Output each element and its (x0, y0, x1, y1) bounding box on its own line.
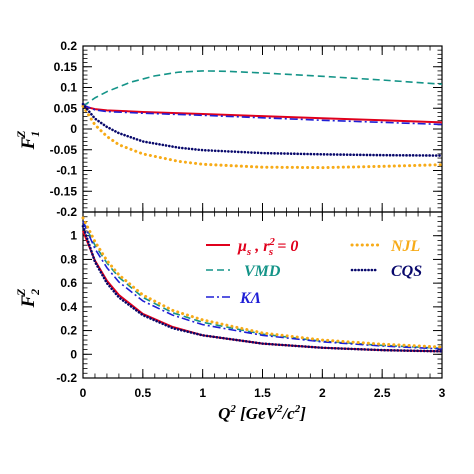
y-axis-title-bottom: F2Z (14, 288, 42, 309)
y-axis-title-bottom-base: F (18, 295, 39, 309)
x-axis-title: Q2 [GeV2/c2] (218, 403, 306, 423)
x-axis-title-unit-sup1: 2 (276, 403, 283, 415)
legend: μs , r2 s = 0 VMD KΛ NJL CQS (206, 236, 422, 307)
series-line-klambda-panel-1 (82, 104, 443, 126)
y-tick-label: -0.2 (56, 205, 77, 219)
y-tick-label: 0.15 (54, 60, 78, 74)
series-line-njl-panel-1 (81, 104, 444, 170)
x-tick-label: 2 (319, 386, 326, 400)
legend-r-sub: s (268, 246, 273, 258)
y-axis-title-top-sup: Z (14, 130, 28, 139)
legend-mu-sub: s (246, 246, 251, 258)
y-axis-title-top-base: F (18, 137, 39, 151)
legend-mu-symbol: μ (237, 238, 247, 255)
y-tick-label: 1 (70, 229, 77, 243)
legend-label-cqs: CQS (391, 263, 422, 280)
x-tick-label: 1.5 (254, 386, 271, 400)
x-tick-label: 1 (199, 386, 206, 400)
axis-ticks (82, 45, 443, 379)
top-panel-frame (82, 45, 443, 213)
series-line-mu-s-panel-1 (82, 105, 443, 124)
legend-label-klambda: KΛ (239, 290, 261, 307)
legend-label-vmd: VMD (244, 263, 281, 280)
y-tick-label: 0.1 (60, 81, 77, 95)
x-axis-title-unit-a: [GeV (236, 404, 279, 423)
x-axis-title-unit-sup2: 2 (294, 403, 301, 415)
legend-r-sup: 2 (268, 236, 275, 248)
x-tick-label: 0.5 (134, 386, 151, 400)
x-axis-title-unit-b: /c (280, 404, 295, 423)
y-tick-label: 0 (70, 122, 77, 136)
y-tick-label: -0.15 (50, 184, 78, 198)
y-tick-label: -0.2 (56, 371, 77, 385)
y-tick-label: 0.4 (60, 300, 77, 314)
x-tick-label: 0 (80, 386, 87, 400)
x-axis-title-q: Q (218, 404, 230, 423)
tick-labels: -0.2-0.15-0.1-0.0500.050.10.150.2-0.200.… (50, 39, 446, 400)
y-axis-title-bottom-sub: 2 (28, 289, 42, 296)
x-axis-title-q-sup: 2 (229, 403, 236, 415)
y-tick-label: 0.2 (60, 39, 77, 53)
series-line-klambda-panel-2 (82, 221, 443, 350)
x-tick-label: 3 (439, 386, 446, 400)
y-tick-label: -0.1 (56, 164, 77, 178)
legend-label-njl: NJL (390, 238, 421, 255)
series-line-vmd-panel-1 (82, 70, 443, 107)
x-tick-label: 2.5 (374, 386, 391, 400)
series-line-njl-panel-2 (81, 216, 444, 349)
x-axis-title-unit-c: ] (299, 404, 306, 423)
series-line-cqs-panel-2 (81, 224, 444, 353)
y-axis-title-top-sub: 1 (28, 131, 42, 137)
y-tick-label: 0.05 (54, 101, 78, 115)
y-axis-title-top: F1Z (14, 130, 42, 151)
bottom-panel-frame (82, 211, 443, 379)
series-layer (81, 70, 444, 353)
y-tick-label: 0.6 (60, 276, 77, 290)
y-tick-label: 0 (70, 347, 77, 361)
y-tick-label: -0.05 (50, 143, 78, 157)
legend-label-mu-s: μs , r2 s = 0 (237, 236, 298, 258)
y-tick-label: 0.8 (60, 252, 77, 266)
y-axis-title-bottom-sup: Z (14, 288, 28, 297)
legend-r-text: , r (251, 238, 270, 255)
series-line-cqs-panel-1 (81, 102, 444, 157)
y-tick-label: 0.2 (60, 324, 77, 338)
legend-eq-zero: = 0 (273, 238, 298, 255)
